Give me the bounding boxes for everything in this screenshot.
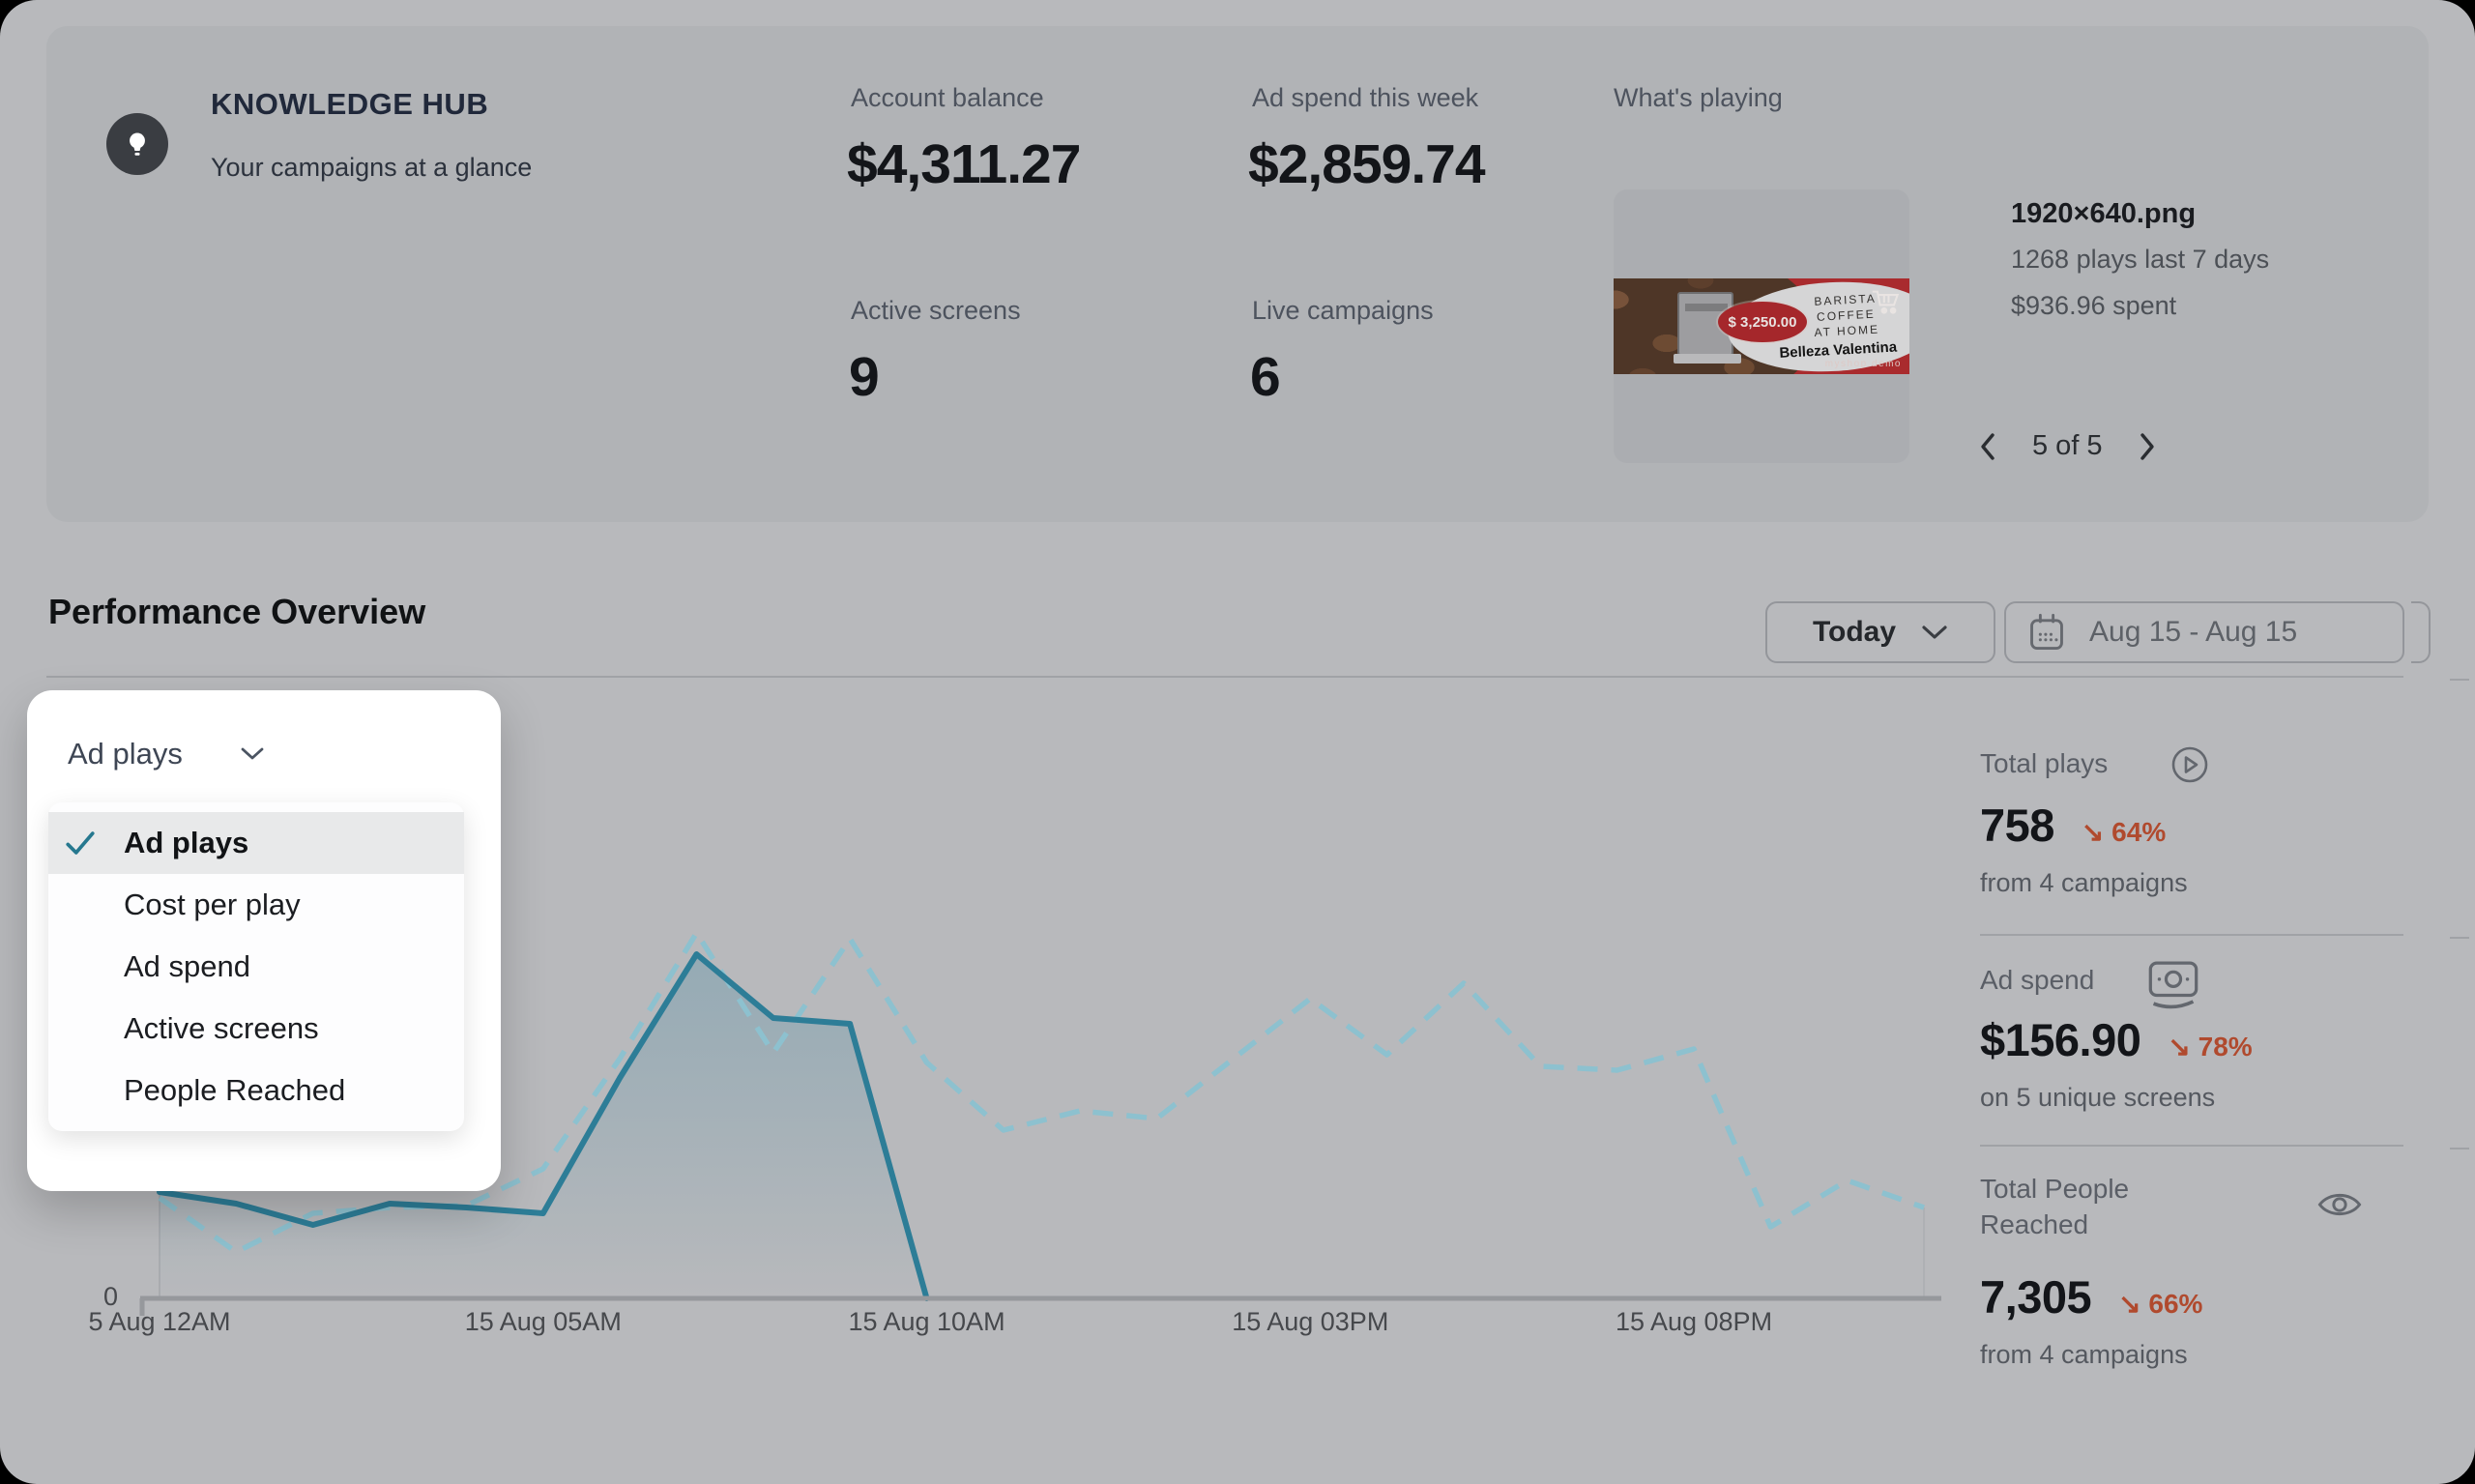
ad-banner: BARISTA COFFEE AT HOME Belleza Valentina… [1614,278,1909,374]
chevron-down-icon [1922,626,1947,639]
clipped-control-edge [2411,601,2431,663]
people-reached-label: Total People Reached [1980,1174,2130,1239]
ad-spend-value: $156.90 [1980,1014,2141,1065]
pager-text: 5 of 5 [2032,430,2103,461]
menu-item-ad-plays[interactable]: Ad plays [48,812,464,874]
banner-footer: myshop.demo [1824,359,1902,369]
knowledge-hub-card: KNOWLEDGE HUB Your campaigns at a glance… [46,26,2429,522]
menu-item-label: Ad spend [124,949,250,983]
check-icon [66,831,95,855]
divider-fragment [2450,937,2469,939]
people-reached-sub: from 4 campaigns [1980,1340,2188,1369]
total-plays-delta: ↘ 64% [2081,817,2167,847]
live-campaigns-value: 6 [1250,346,1281,408]
lightbulb-icon [106,113,168,175]
divider-fragment [2450,679,2469,681]
menu-item-cost-per-play[interactable]: Cost per play [48,874,464,936]
calendar-icon [2030,613,2063,651]
people-reached-value: 7,305 [1980,1271,2092,1323]
media-plays: 1268 plays last 7 days [2011,245,2270,274]
menu-item-label: People Reached [124,1073,346,1107]
menu-item-label: Active screens [124,1011,319,1045]
ad-spend-week-value: $2,859.74 [1248,133,1486,195]
divider-fragment [2450,1148,2469,1149]
stats-divider [1980,1145,2403,1147]
date-range-label: Aug 15 - Aug 15 [2089,616,2298,648]
total-plays-sub: from 4 campaigns [1980,868,2188,897]
menu-item-label: Cost per play [124,887,301,921]
ad-spend-sub: on 5 unique screens [1980,1083,2216,1112]
people-reached-delta: ↘ 66% [2118,1289,2203,1319]
eye-icon [2316,1187,2363,1227]
chevron-right-icon [2140,432,2154,460]
whats-playing-pager: 5 of 5 [1978,430,2268,462]
metric-dropdown-panel: Ad plays Ad plays Cost per play Ad spend Ac… [27,690,501,1191]
total-plays-value: 758 [1980,800,2054,851]
metric-dropdown-menu: Ad plays Cost per play Ad spend Active scre… [48,802,464,1131]
menu-item-active-screens[interactable]: Active screens [48,998,464,1060]
media-spent: $936.96 spent [2011,291,2177,320]
menu-item-label: Ad plays [124,826,249,859]
ad-spend-label: Ad spend [1980,965,2095,995]
whats-playing-thumbnail[interactable]: BARISTA COFFEE AT HOME Belleza Valentina… [1614,189,1909,463]
x-axis-label: 15 Aug 08PM [1615,1307,1773,1336]
media-filename: 1920×640.png [2011,198,2197,229]
account-balance-value: $4,311.27 [847,133,1081,195]
performance-overview-title: Performance Overview [48,592,426,631]
whats-playing-label: What's playing [1614,83,1783,112]
chevron-down-icon [241,747,264,760]
active-screens-value: 9 [849,346,880,408]
date-range-button[interactable]: Aug 15 - Aug 15 [2004,601,2404,663]
stats-divider [1980,934,2403,936]
x-axis-label: 15 Aug 03PM [1232,1307,1389,1336]
x-axis-label: 15 Aug 05AM [464,1307,622,1336]
pager-prev-button[interactable] [1978,431,1997,462]
today-dropdown-button[interactable]: Today [1765,601,1995,663]
menu-item-people-reached[interactable]: People Reached [48,1060,464,1121]
play-circle-icon [2169,744,2210,790]
live-campaigns-label: Live campaigns [1252,296,1434,325]
hub-subtitle: Your campaigns at a glance [211,153,533,182]
banknote-icon [2148,961,2198,1020]
people-reached-value-row: 7,305 ↘ 66% [1980,1270,2202,1324]
y-axis-zero-label: 0 [102,1282,118,1311]
banner-price-badge: $ 3,250.00 [1718,302,1807,342]
metric-dropdown-trigger[interactable]: Ad plays [68,737,264,771]
menu-item-ad-spend[interactable]: Ad spend [48,936,464,998]
chevron-left-icon [1981,432,1995,460]
x-axis-label: 15 Aug 10AM [848,1307,1005,1336]
section-divider [46,676,2403,678]
ad-spend-delta: ↘ 78% [2168,1032,2253,1062]
hub-title: KNOWLEDGE HUB [211,87,489,121]
total-plays-label: Total plays [1980,748,2109,778]
active-screens-label: Active screens [851,296,1021,325]
ad-spend-week-label: Ad spend this week [1252,83,1479,112]
ad-spend-value-row: $156.90 ↘ 78% [1980,1013,2253,1066]
today-label: Today [1812,616,1897,648]
total-plays-value-row: 758 ↘ 64% [1980,799,2166,852]
pager-next-button[interactable] [2138,431,2157,462]
x-axis-label: 5 Aug 12AM [88,1307,231,1336]
metric-selected-label: Ad plays [68,737,183,771]
cart-icon [1871,288,1900,320]
account-balance-label: Account balance [851,83,1044,112]
